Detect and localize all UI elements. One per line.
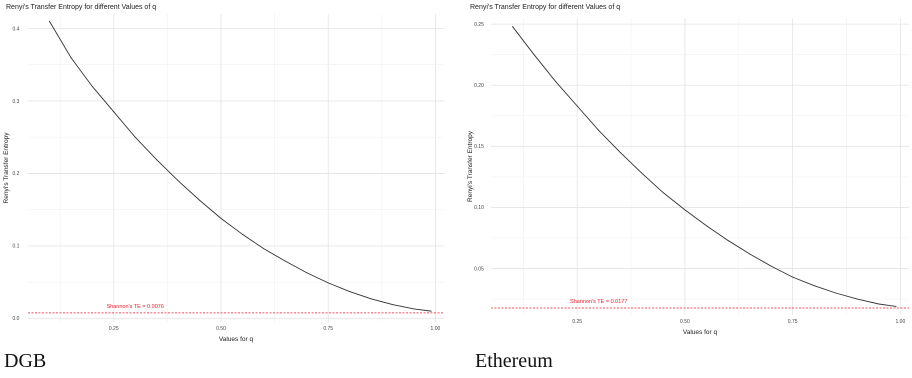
y-tick-label: 0.0 <box>13 316 20 322</box>
data-point <box>370 298 372 300</box>
y-axis-title: Renyi's Transfer Entropy <box>467 130 474 202</box>
x-tick-label: 1.00 <box>896 319 906 325</box>
chart-title: Renyi's Transfer Entropy for different V… <box>470 4 620 11</box>
x-tick-label: 0.75 <box>323 326 333 332</box>
y-tick-label: 0.10 <box>474 205 484 211</box>
data-point <box>263 248 265 250</box>
x-tick-label: 0.50 <box>216 326 226 332</box>
data-point <box>813 285 815 287</box>
y-tick-label: 0.3 <box>13 99 20 105</box>
x-axis-title: Values for q <box>219 336 254 343</box>
shannon-annotation: Shannon's TE = 0.0177 <box>570 299 627 305</box>
data-point <box>48 20 50 22</box>
data-point <box>727 239 729 241</box>
data-point <box>413 308 415 310</box>
data-point <box>284 260 286 262</box>
data-point <box>392 304 393 306</box>
x-tick-label: 1.00 <box>431 326 441 332</box>
shannon-annotation: Shannon's TE = 0.0076 <box>107 304 164 310</box>
data-point <box>598 129 600 131</box>
data-point <box>533 54 535 56</box>
x-tick-label: 0.50 <box>680 319 690 325</box>
data-point <box>792 276 794 278</box>
chart-dgb: Renyi's Transfer Entropy for different V… <box>3 4 444 343</box>
y-tick-label: 0.25 <box>474 22 484 28</box>
data-point <box>641 172 643 174</box>
data-point <box>619 151 621 153</box>
data-point <box>241 233 243 235</box>
x-tick-label: 0.25 <box>109 326 119 332</box>
data-point <box>895 305 897 307</box>
data-point <box>177 180 179 182</box>
y-tick-label: 0.15 <box>474 144 484 150</box>
data-point <box>199 199 200 201</box>
caption-ethereum: Ethereum <box>475 350 553 372</box>
chart-panel-dgb: Renyi's Transfer Entropy for different V… <box>0 0 448 350</box>
data-point <box>684 209 686 211</box>
data-point <box>430 310 432 312</box>
x-tick-label: 0.75 <box>788 319 798 325</box>
y-tick-label: 0.05 <box>474 266 484 272</box>
caption-dgb: DGB <box>4 350 47 372</box>
data-point <box>349 291 351 293</box>
data-point <box>662 192 664 194</box>
data-point <box>220 217 222 219</box>
data-point <box>706 225 707 227</box>
chart-title: Renyi's Transfer Entropy for different V… <box>6 4 156 11</box>
y-tick-label: 0.4 <box>13 26 20 32</box>
data-point <box>70 57 72 58</box>
data-point <box>134 136 136 138</box>
plot-area <box>28 14 444 322</box>
y-tick-label: 0.20 <box>474 83 484 89</box>
data-point <box>878 303 880 305</box>
data-point <box>835 292 837 294</box>
y-tick-label: 0.1 <box>13 244 20 250</box>
x-tick-label: 0.25 <box>572 319 582 325</box>
data-point <box>327 282 329 284</box>
data-point <box>512 26 513 28</box>
data-point <box>91 86 93 87</box>
data-point <box>749 253 751 255</box>
data-point <box>113 111 115 113</box>
data-point <box>555 81 557 83</box>
x-axis-title: Values for q <box>683 329 718 336</box>
data-point <box>856 298 858 300</box>
chart-panel-ethereum: Renyi's Transfer Entropy for different V… <box>464 0 912 350</box>
plot-area <box>491 18 909 315</box>
data-point <box>306 272 308 274</box>
y-tick-label: 0.2 <box>13 171 20 177</box>
chart-ethereum: Renyi's Transfer Entropy for different V… <box>467 4 909 336</box>
data-point <box>576 105 578 107</box>
data-point <box>770 265 772 267</box>
data-point <box>156 159 158 161</box>
y-axis-title: Renyi's Transfer Entropy <box>3 132 10 204</box>
